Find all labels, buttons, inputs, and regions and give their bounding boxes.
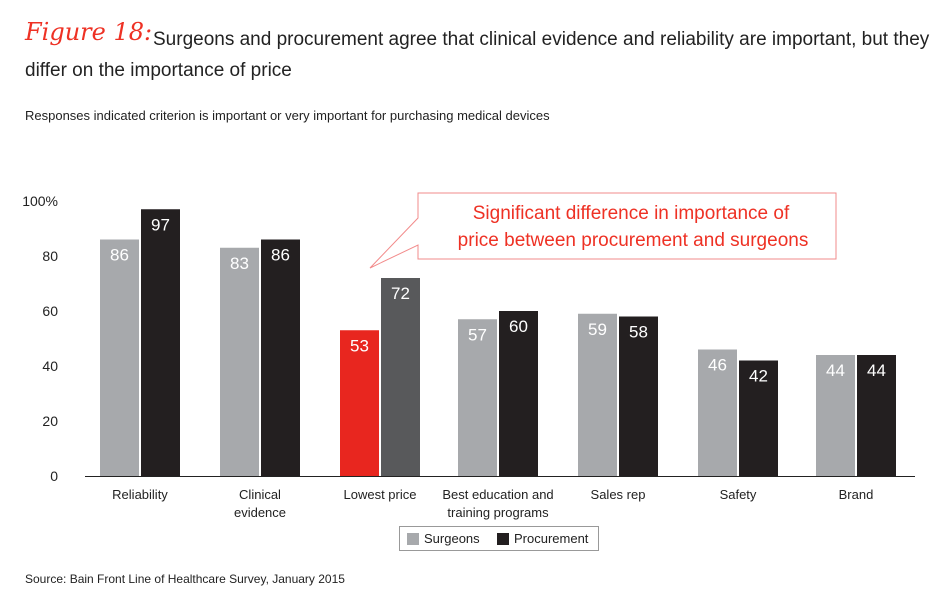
- data-label: 44: [826, 361, 845, 380]
- y-tick-label: 20: [42, 413, 58, 429]
- category-label: training programs: [447, 505, 549, 520]
- y-tick-label: 60: [42, 303, 58, 319]
- y-tick-label: 40: [42, 358, 58, 374]
- data-label: 42: [749, 367, 768, 386]
- y-tick-label: 0: [50, 468, 58, 484]
- data-label: 86: [110, 246, 129, 265]
- bar-procurement: [857, 355, 896, 476]
- y-tick-label: 100%: [22, 193, 58, 209]
- category-label: Reliability: [112, 487, 168, 502]
- data-label: 60: [509, 317, 528, 336]
- bar-procurement: [739, 360, 778, 476]
- legend-swatch-procurement: [497, 533, 509, 545]
- bar-procurement: [619, 316, 658, 476]
- bar-procurement: [261, 239, 300, 476]
- bar-surgeons: [220, 247, 259, 476]
- data-label: 44: [867, 361, 886, 380]
- category-label: Brand: [839, 487, 874, 502]
- figure-label: Figure 18:: [25, 18, 153, 46]
- category-label: Sales rep: [591, 487, 646, 502]
- y-tick-label: 80: [42, 248, 58, 264]
- data-label: 72: [391, 284, 410, 303]
- annotation-text: price between procurement and surgeons: [458, 230, 809, 251]
- category-label: evidence: [234, 505, 286, 520]
- category-label: Clinical: [239, 487, 281, 502]
- bar-surgeons: [816, 355, 855, 476]
- source-note: Source: Bain Front Line of Healthcare Su…: [25, 572, 345, 586]
- annotation-callout: [369, 192, 837, 269]
- chart-subtitle: Responses indicated criterion is importa…: [25, 108, 550, 123]
- data-label: 83: [230, 254, 249, 273]
- chart-title: Surgeons and procurement agree that clin…: [25, 29, 930, 81]
- bar-surgeons: [340, 330, 379, 476]
- bar-procurement: [381, 278, 420, 476]
- data-label: 59: [588, 320, 607, 339]
- bar-procurement: [141, 209, 180, 476]
- data-label: 58: [629, 323, 648, 342]
- bar-surgeons: [458, 319, 497, 476]
- legend-label: Procurement: [514, 531, 589, 546]
- category-label: Lowest price: [344, 487, 417, 502]
- annotation-text: Significant difference in importance of: [473, 203, 790, 224]
- legend-label: Surgeons: [424, 531, 480, 546]
- legend-swatch-surgeons: [407, 533, 419, 545]
- data-label: 53: [350, 336, 369, 355]
- bar-procurement: [499, 311, 538, 476]
- category-label: Safety: [720, 487, 757, 502]
- category-label: Best education and: [442, 487, 553, 502]
- data-label: 46: [708, 356, 727, 375]
- data-label: 86: [271, 246, 290, 265]
- data-label: 97: [151, 215, 170, 234]
- data-label: 57: [468, 325, 487, 344]
- bar-surgeons: [698, 349, 737, 476]
- bar-surgeons: [578, 313, 617, 476]
- bar-surgeons: [100, 239, 139, 476]
